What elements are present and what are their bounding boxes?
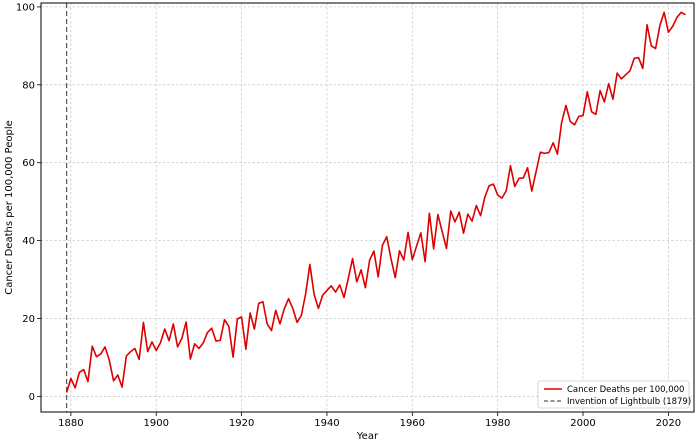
plot-frame: [40, 2, 695, 413]
x-tick-label: 1960: [400, 418, 425, 429]
y-axis-label: Cancer Deaths per 100,000 People: [4, 120, 15, 295]
cancer-deaths-line: [65, 11, 686, 393]
legend-box: [537, 380, 690, 409]
y-tick-label: 20: [22, 314, 35, 325]
grid: [41, 3, 694, 412]
x-tick-label: 1880: [58, 418, 83, 429]
y-tick-label: 60: [22, 158, 35, 169]
x-axis: 1880 1900 1920 1940 1960 1980 2000 2020: [58, 412, 681, 429]
legend-reference-label: Invention of Lightbulb (1879): [567, 397, 691, 407]
y-tick-label: 100: [16, 2, 35, 13]
x-tick-label: 2000: [570, 418, 595, 429]
x-tick-label: 2020: [656, 418, 681, 429]
legend: Cancer Deaths per 100,000 Invention of Li…: [537, 380, 691, 409]
x-tick-label: 1940: [314, 418, 339, 429]
y-axis: 0 20 40 60 80 100: [16, 2, 41, 403]
y-tick-label: 0: [29, 392, 35, 403]
y-tick-label: 80: [22, 80, 35, 91]
x-tick-label: 1920: [229, 418, 254, 429]
y-tick-label: 40: [22, 236, 35, 247]
x-tick-label: 1980: [485, 418, 510, 429]
series-lines: [65, 11, 686, 393]
x-tick-label: 1900: [144, 418, 169, 429]
legend-series-label: Cancer Deaths per 100,000: [567, 385, 684, 395]
x-axis-label: Year: [356, 431, 379, 442]
